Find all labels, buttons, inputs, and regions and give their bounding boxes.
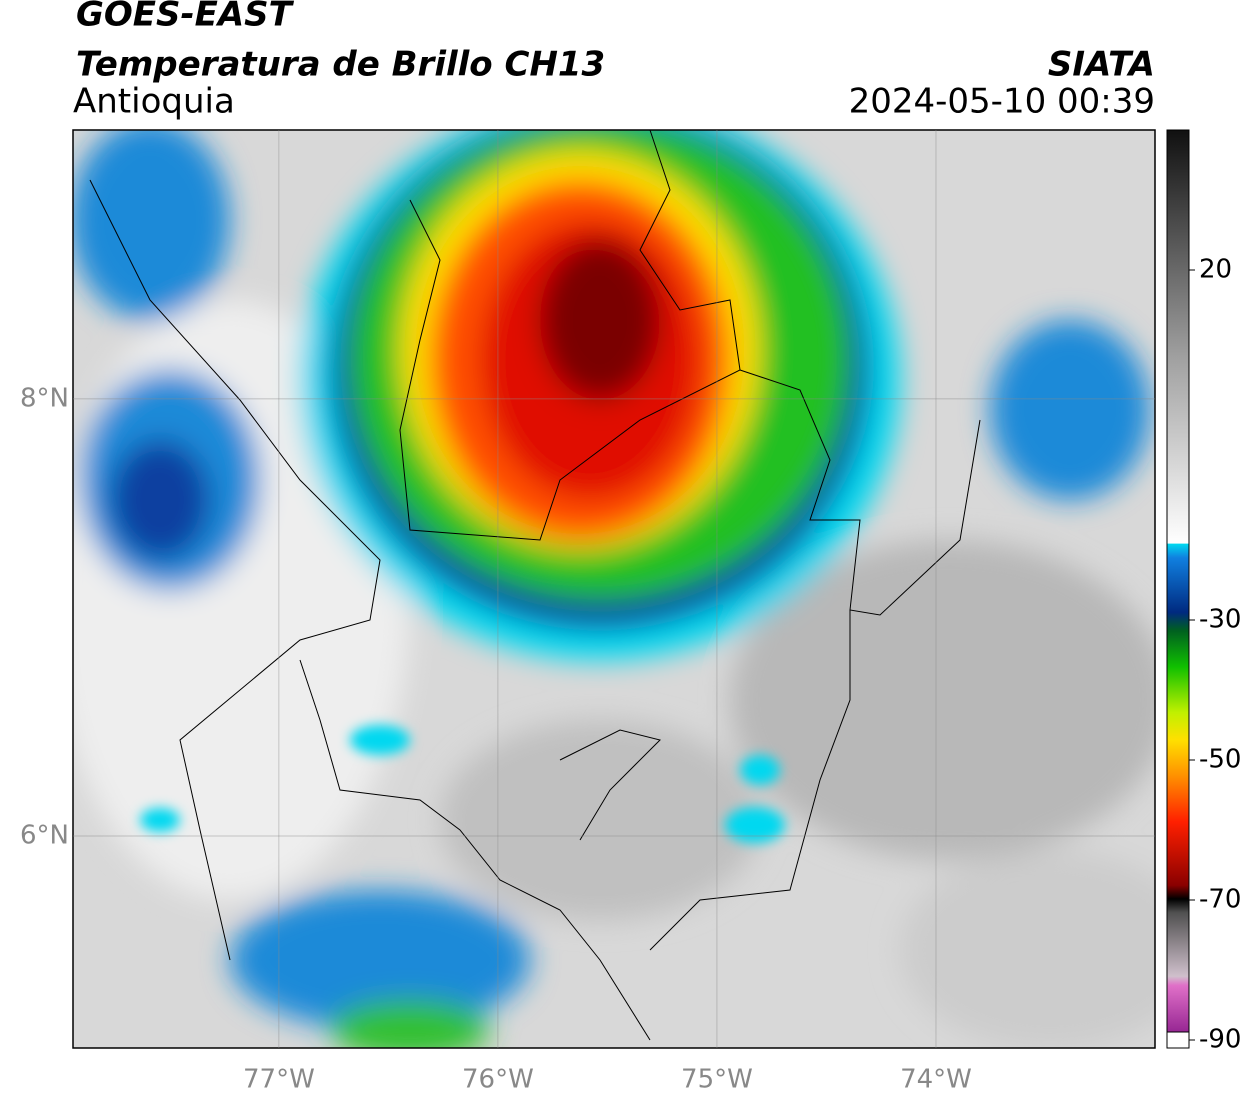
colorbar-tick-label: -50 <box>1199 745 1241 775</box>
title: GOES-EAST <box>76 0 295 35</box>
colorbar <box>1166 129 1190 1041</box>
colorbar-extension <box>1166 1031 1190 1049</box>
colorbar-tick-label: -30 <box>1199 605 1241 635</box>
colorbar-tick-label: -70 <box>1199 885 1241 915</box>
y-tick-label: 8°N <box>20 383 69 413</box>
x-tick-label: 75°W <box>681 1065 753 1095</box>
x-tick-label: 77°W <box>243 1065 315 1095</box>
colorbar-tick-label: -90 <box>1199 1025 1241 1055</box>
source: SIATA <box>1048 45 1155 85</box>
satellite-image <box>73 130 1155 1048</box>
colorbar-tick-label: 20 <box>1199 255 1232 285</box>
subtitle: Temperatura de Brillo CH13 <box>76 45 605 85</box>
x-tick-label: 74°W <box>900 1065 972 1095</box>
y-tick-label: 6°N <box>20 820 69 850</box>
region: Antioquia <box>73 82 235 122</box>
x-tick-label: 76°W <box>462 1065 534 1095</box>
map-frame <box>72 129 1156 1049</box>
datetime: 2024-05-10 00:39 <box>849 82 1155 122</box>
